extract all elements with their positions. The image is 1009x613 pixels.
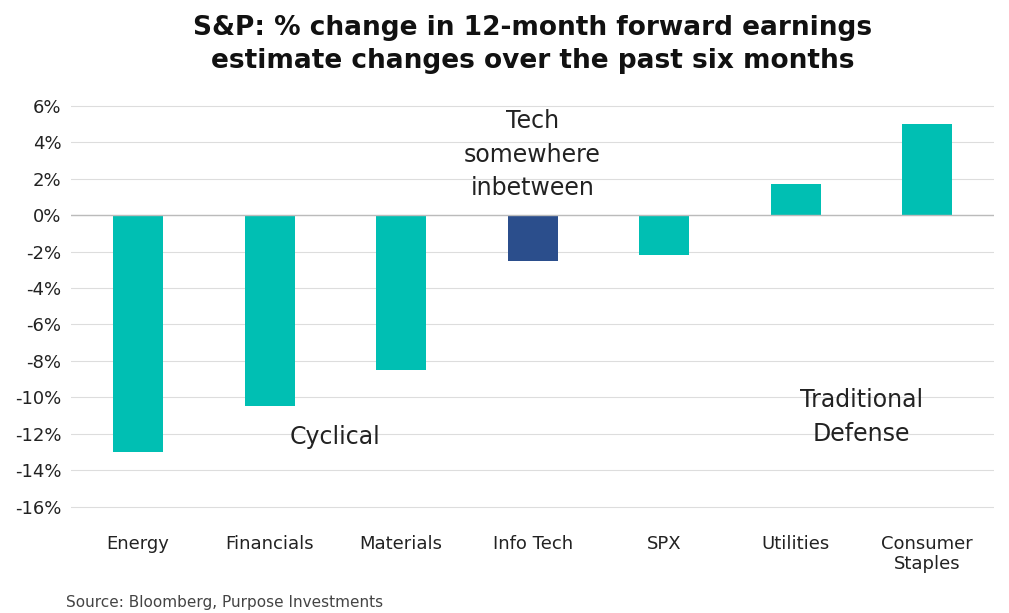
Bar [113, 215, 163, 452]
Text: Cyclical: Cyclical [290, 425, 380, 449]
Bar [244, 215, 295, 406]
Bar [639, 215, 689, 255]
Title: S&P: % change in 12-month forward earnings
estimate changes over the past six mo: S&P: % change in 12-month forward earnin… [193, 15, 872, 74]
Bar [376, 215, 426, 370]
Text: Traditional
Defense: Traditional Defense [800, 388, 923, 446]
Text: Source: Bloomberg, Purpose Investments: Source: Bloomberg, Purpose Investments [66, 595, 382, 610]
Bar [508, 215, 558, 261]
Bar [771, 184, 820, 215]
Text: Tech
somewhere
inbetween: Tech somewhere inbetween [464, 109, 601, 200]
Bar [902, 124, 952, 215]
